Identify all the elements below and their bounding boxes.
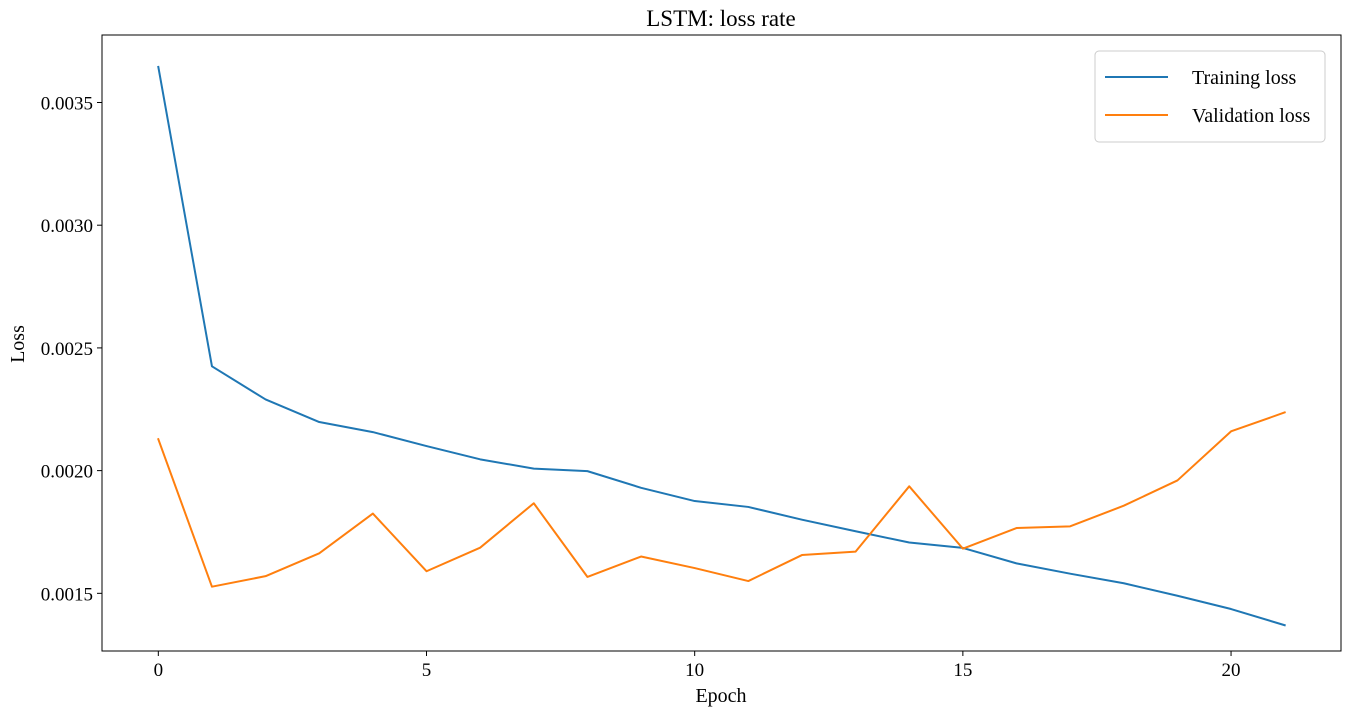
series-line-0 — [157, 65, 1286, 627]
legend-label-0: Training loss — [1192, 67, 1297, 89]
y-tick-label: 0.0030 — [41, 216, 93, 237]
legend-label-1: Validation loss — [1192, 105, 1311, 127]
y-tick-label: 0.0025 — [41, 339, 93, 360]
axes: 0 5 10 15 20 0.0015 0.0020 0.0025 0.0030 0.0035 — [41, 34, 1342, 681]
x-tick-label: 0 — [154, 660, 164, 681]
plot-area — [157, 65, 1286, 627]
x-tick-label: 15 — [953, 660, 972, 681]
x-tick-label: 20 — [1222, 660, 1241, 681]
axes-frame — [101, 34, 1342, 652]
x-tick-label: 10 — [685, 660, 704, 681]
legend: Training loss Validation loss — [1094, 50, 1326, 143]
y-tick-label: 0.0020 — [41, 462, 93, 483]
y-tick-label: 0.0035 — [41, 93, 93, 114]
x-tick-label: 5 — [422, 660, 432, 681]
series-line-1 — [157, 411, 1286, 588]
legend-box — [1094, 50, 1326, 143]
chart-title: LSTM: loss rate — [646, 6, 796, 31]
x-axis-label: Epoch — [695, 685, 746, 707]
y-axis-label: Loss — [7, 325, 29, 363]
y-tick-label: 0.0015 — [41, 584, 93, 605]
